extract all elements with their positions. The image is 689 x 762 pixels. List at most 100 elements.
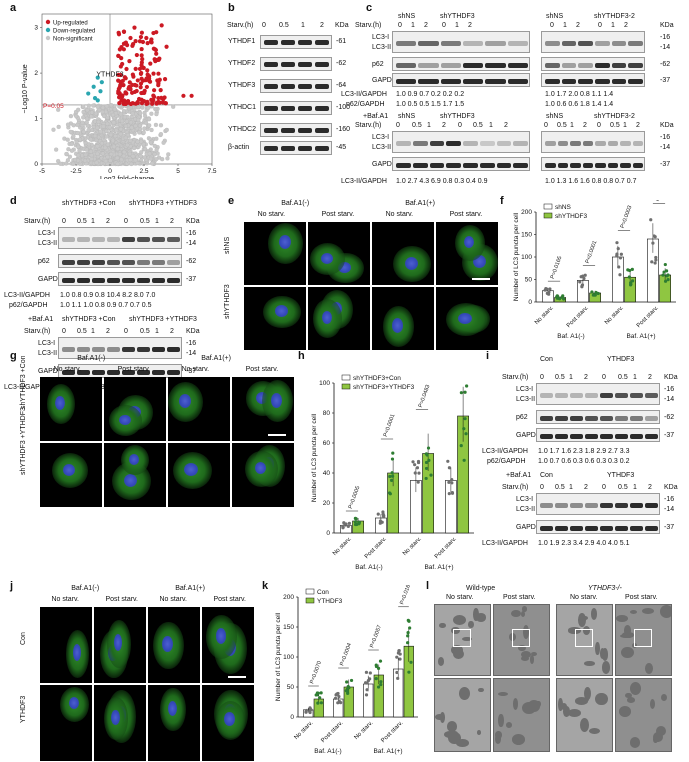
ns-point <box>92 119 98 124</box>
blot-band <box>540 392 553 398</box>
up-point <box>116 32 122 37</box>
blot-band <box>485 40 506 46</box>
ns-point <box>77 148 82 153</box>
up-point <box>130 101 135 106</box>
e-micrograph <box>244 287 306 350</box>
ns-point <box>131 154 136 159</box>
data-point <box>379 682 383 687</box>
ns-point <box>89 127 95 133</box>
up-point <box>154 30 159 35</box>
organelle <box>595 641 601 656</box>
c-group-shns: shNS <box>398 13 416 20</box>
down-point <box>95 75 100 80</box>
ns-point <box>164 127 169 133</box>
panel-label-j: j <box>10 580 14 592</box>
j-col-header: Post starv. <box>105 596 138 603</box>
organelle <box>438 657 445 666</box>
blot-band <box>440 40 461 46</box>
data-point <box>629 282 633 286</box>
blot-band <box>607 162 618 168</box>
organelle <box>601 648 609 662</box>
x-category-label: No starv. <box>332 536 353 557</box>
c-gapdh-blot-right <box>541 73 645 87</box>
data-point <box>353 520 357 524</box>
up-point <box>121 83 126 88</box>
blot-band <box>463 78 484 84</box>
ns-point <box>98 129 103 134</box>
data-point <box>376 666 381 670</box>
ns-point <box>81 104 86 109</box>
data-point <box>462 458 466 462</box>
blot-band <box>496 162 512 168</box>
blot-band <box>485 78 506 84</box>
x-category-label: No starv. <box>402 536 423 557</box>
blot-band <box>570 415 583 421</box>
i-tp-b: 0 <box>602 484 606 491</box>
i-tp-b: 1 <box>569 484 573 491</box>
i-starv: Starv.(h) <box>502 374 529 381</box>
c-kda-16: -16 <box>660 34 671 41</box>
up-point <box>132 25 137 30</box>
up-point <box>152 94 157 99</box>
ns-point <box>75 130 80 136</box>
data-point <box>357 522 361 526</box>
data-point <box>316 701 320 705</box>
g-col-header: No starv. <box>53 366 82 373</box>
down-point <box>98 89 103 94</box>
c-ratio3-label: LC3-II/GAPDH <box>341 178 387 185</box>
d-kda-b: KDa <box>186 328 200 335</box>
organelle <box>626 697 635 704</box>
ns-point <box>71 123 76 128</box>
data-point <box>364 693 369 697</box>
ns-point <box>81 109 86 115</box>
blot-band <box>479 162 495 168</box>
e-micrograph <box>372 222 434 285</box>
ns-point <box>56 158 61 164</box>
organelle <box>655 725 666 737</box>
blot-band <box>620 140 631 146</box>
l-poststarv-2: Post starv. <box>625 594 658 601</box>
ns-point <box>65 122 71 127</box>
ns-point <box>115 161 120 167</box>
data-point <box>617 265 621 269</box>
nucleus <box>167 701 177 717</box>
e-micrograph <box>244 222 306 285</box>
panel-label-a: a <box>10 2 17 14</box>
blot-band <box>167 346 180 352</box>
data-point <box>395 670 399 675</box>
d-tp: 0.5 <box>77 218 87 225</box>
legend-swatch <box>341 374 351 381</box>
d-lc3ii: LC3-II <box>38 240 58 247</box>
up-point <box>130 72 135 77</box>
ns-point <box>84 116 90 121</box>
c-group-shythdf3-2b: shYTHDF3-2 <box>594 113 635 120</box>
data-point <box>308 706 312 710</box>
c-tp-left: 2 <box>468 22 472 29</box>
d-r2-label: p62/GAPDH <box>9 302 48 309</box>
ns-point <box>68 129 73 134</box>
starv-label-c: Starv.(h) <box>355 22 382 29</box>
organelle <box>641 607 654 614</box>
organelle <box>446 720 458 732</box>
data-point <box>663 279 668 283</box>
nucleus <box>129 454 140 465</box>
ns-point <box>107 125 112 130</box>
pval-label: P=0.0004 <box>339 642 353 666</box>
ns-point <box>130 111 135 116</box>
up-point <box>141 65 146 71</box>
blot-band <box>628 62 643 68</box>
ns-point <box>126 106 132 111</box>
blot-band <box>122 369 135 375</box>
ns-point <box>99 141 105 146</box>
blot-band <box>446 162 461 168</box>
data-point <box>346 691 350 695</box>
up-point <box>152 88 157 93</box>
blot-band <box>396 40 417 46</box>
legend-swatch <box>543 203 553 210</box>
c-group-shns-2: shNS <box>546 13 564 20</box>
pval-label: P<0.0001 <box>585 240 599 264</box>
data-point <box>336 701 340 705</box>
e-col-header: No starv. <box>385 211 414 218</box>
blot-band <box>396 140 411 146</box>
blot-band <box>585 525 598 531</box>
